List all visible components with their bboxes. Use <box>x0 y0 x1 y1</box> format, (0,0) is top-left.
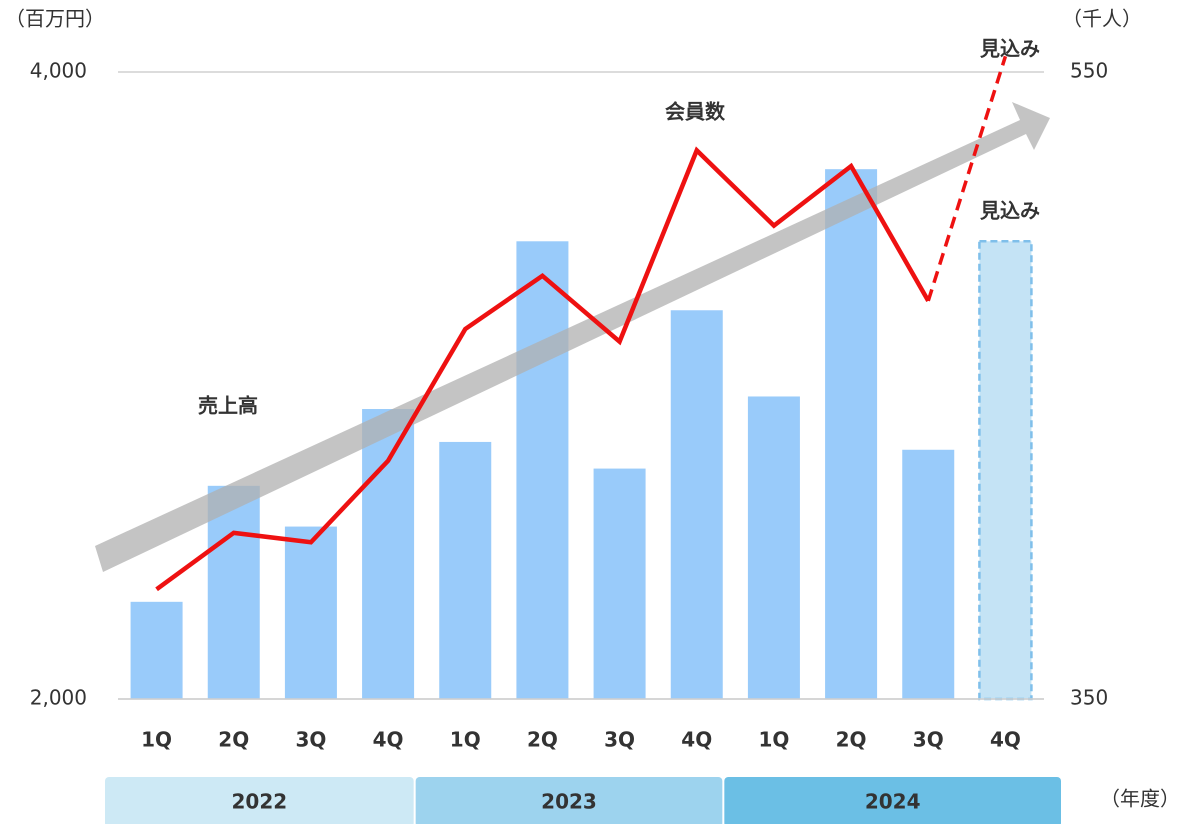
year-band <box>415 777 723 824</box>
line-series-label: 会員数 <box>665 100 726 124</box>
bar <box>670 310 723 699</box>
y2-tick-label: 350 <box>1070 686 1108 710</box>
y-tick-label: 2,000 <box>30 686 87 710</box>
y-axis-unit: （百万円） <box>5 7 105 31</box>
bar-series-label: 売上高 <box>198 394 258 418</box>
bar <box>284 526 337 699</box>
bar <box>825 169 878 699</box>
year-label: 2022 <box>231 790 287 814</box>
y2-tick-label: 550 <box>1070 59 1108 83</box>
forecast-bar-label: 見込み <box>980 199 1040 223</box>
year-band <box>724 777 1061 824</box>
x-tick-label: 2Q <box>527 728 558 752</box>
forecast-line <box>926 55 1008 302</box>
x-tick-label: 1Q <box>450 728 481 752</box>
x-tick-label: 2Q <box>218 728 249 752</box>
x-tick-label: 3Q <box>295 728 326 752</box>
x-tick-label: 1Q <box>758 728 789 752</box>
x-tick-label: 3Q <box>913 728 944 752</box>
year-label: 2023 <box>541 790 597 814</box>
line <box>155 146 931 592</box>
x-tick-label: 4Q <box>681 728 712 752</box>
year-band <box>105 777 414 824</box>
x-tick-label: 2Q <box>836 728 867 752</box>
bar <box>747 396 800 699</box>
bar <box>593 468 646 699</box>
bar <box>902 449 955 699</box>
y-tick-label: 4,000 <box>30 59 87 83</box>
x-tick-label: 1Q <box>141 728 172 752</box>
bar <box>362 409 415 699</box>
x-tick-label: 3Q <box>604 728 635 752</box>
group-unit: （年度） <box>1100 787 1177 811</box>
forecast-line-label: 見込み <box>980 37 1040 61</box>
year-label: 2024 <box>865 790 921 814</box>
bar <box>516 241 569 700</box>
bar <box>439 441 492 699</box>
bar <box>978 240 1033 701</box>
bar <box>130 601 183 699</box>
x-tick-label: 4Q <box>990 728 1021 752</box>
x-tick-label: 4Q <box>373 728 404 752</box>
trend-arrow <box>95 102 1050 572</box>
y2-axis-unit: （千人） <box>1062 7 1142 31</box>
bar <box>207 485 260 699</box>
